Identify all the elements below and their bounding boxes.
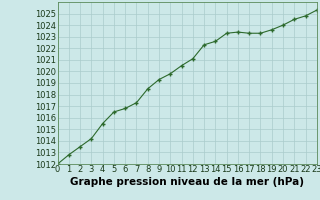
X-axis label: Graphe pression niveau de la mer (hPa): Graphe pression niveau de la mer (hPa) [70,177,304,187]
